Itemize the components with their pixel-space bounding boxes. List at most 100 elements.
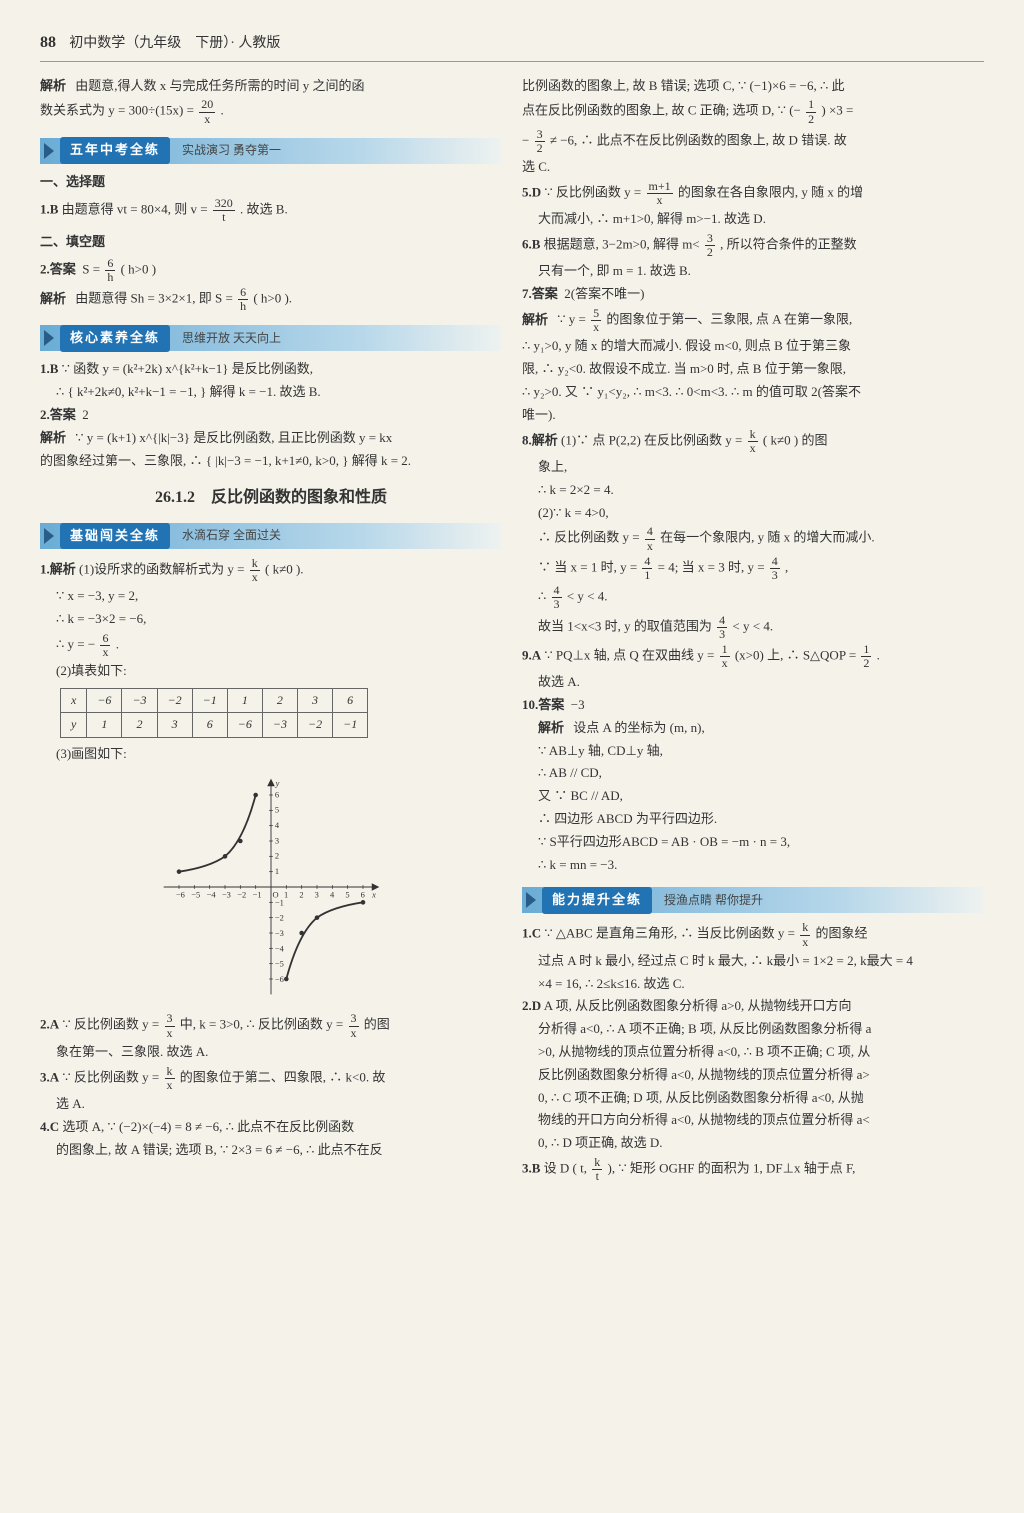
arrow-icon	[44, 330, 54, 346]
text: 设 D ( t,	[544, 1161, 591, 1176]
text: 根据题意, 3−2m>0, 解得 m<	[544, 237, 700, 252]
qnum: 2.答案	[40, 407, 76, 422]
nl-q2-e: 0, ∴ C 项不正确; D 项, 从反比例函数图象分析得 a<0, 从抛	[522, 1088, 984, 1109]
nl-q2-g: 0, ∴ D 项正确, 故选 D.	[522, 1133, 984, 1154]
fraction: 12	[861, 643, 871, 670]
fraction: 1x	[720, 643, 730, 670]
q2-jiexi: 解析 由题意得 Sh = 3×2×1, 即 S = 6h ( h>0 ).	[40, 286, 502, 313]
r-q7-jiexi: 解析 ∵ y = 5x 的图象位于第一、三象限, 点 A 在第一象限,	[522, 307, 984, 334]
r-q5-a: 5.D ∵ 反比例函数 y = m+1x 的图象在各自象限内, y 随 x 的增	[522, 180, 984, 207]
text: A 项, 从反比例函数图象分析得 a>0, 从抛物线开口方向	[544, 998, 852, 1013]
r-q10-b: ∵ AB⊥y 轴, CD⊥y 轴,	[522, 741, 984, 762]
text: 点在反比例函数的图象上, 故 C 正确; 选项 D, ∵ (−	[522, 103, 801, 118]
page-header: 88 初中数学（九年级 下册）· 人教版	[40, 30, 984, 62]
table-row: x −6 −3 −2 −1 1 2 3 6	[61, 689, 368, 713]
svg-text:−5: −5	[275, 959, 284, 969]
r-q4-d: 点在反比例函数的图象上, 故 C 正确; 选项 D, ∵ (− 12 ) ×3 …	[522, 98, 984, 125]
qnum: 3.B	[522, 1161, 540, 1176]
text: 设点 A 的坐标为 (m, n),	[573, 720, 704, 735]
qnum: 3.A	[40, 1069, 59, 1084]
svg-text:−3: −3	[275, 928, 284, 938]
r-q8-c: ∴ k = 2×2 = 4.	[522, 480, 984, 501]
text: ∵ 反比例函数 y =	[62, 1017, 159, 1032]
r-q10-jiexi: 解析 设点 A 的坐标为 (m, n),	[522, 718, 984, 739]
cell: 1	[227, 689, 262, 713]
fraction: 43	[770, 555, 780, 582]
r-q4-f: 选 C.	[522, 157, 984, 178]
qnum: 10.答案	[522, 697, 564, 712]
cell: −3	[122, 689, 157, 713]
svg-text:y: y	[275, 778, 280, 788]
svg-text:−5: −5	[191, 890, 200, 900]
text: , 所以符合条件的正整数	[720, 237, 857, 252]
hx-q2-jiexi-a: 解析 ∵ y = (k+1) x^{|k|−3} 是反比例函数, 且正比例函数 …	[40, 428, 502, 449]
nl-q2-d: 反比例函数图象分析得 a<0, 从抛物线的顶点位置分析得 a>	[522, 1065, 984, 1086]
r-q9-c: 故选 A.	[522, 672, 984, 693]
jc-q2: 2.A ∵ 反比例函数 y = 3x 中, k = 3>0, ∴ 反比例函数 y…	[40, 1012, 502, 1039]
jc-q3: 3.A ∵ 反比例函数 y = kx 的图象位于第二、四象限, ∴ k<0. 故	[40, 1065, 502, 1092]
fraction: 6h	[105, 257, 115, 284]
text: ( k≠0 ) 的图	[763, 432, 828, 447]
nl-q3: 3.B 设 D ( t, kt ), ∵ 矩形 OGHF 的面积为 1, DF⊥…	[522, 1156, 984, 1183]
fraction: 3x	[349, 1012, 359, 1039]
cell: 1	[87, 713, 122, 737]
text: ∵ PQ⊥x 轴, 点 Q 在双曲线 y =	[544, 648, 714, 663]
fraction: 6h	[238, 286, 248, 313]
fraction: 5x	[591, 307, 601, 334]
cell: −1	[333, 713, 368, 737]
nl-q2-b: 分析得 a<0, ∴ A 项不正确; B 项, 从反比例函数图象分析得 a	[522, 1019, 984, 1040]
fraction: kt	[592, 1156, 602, 1183]
cell: 6	[192, 713, 227, 737]
subsection-fill: 二、填空题	[40, 232, 502, 253]
svg-text:−2: −2	[275, 913, 284, 923]
cell: 2	[262, 689, 297, 713]
jc-q1-e: (2)填表如下:	[40, 661, 502, 682]
text: . 故选 B.	[240, 201, 288, 216]
label-jiexi: 解析	[40, 430, 66, 445]
text: ∴ 反比例函数 y =	[538, 530, 640, 545]
nl-q1-a: 1.C ∵ △ABC 是直角三角形, ∴ 当反比例函数 y = kx 的图象经	[522, 921, 984, 948]
section-subtitle: 授渔点睛 帮你提升	[664, 891, 763, 910]
r-q10: 10.答案 −3	[522, 695, 984, 716]
fraction: 12	[806, 98, 816, 125]
hx-q2-jiexi-b: 的图象经过第一、三象限, ∴ { |k|−3 = −1, k+1≠0, k>0,…	[40, 451, 502, 472]
text: ( h>0 ).	[253, 291, 292, 306]
label-jiexi: 解析	[40, 78, 66, 93]
q2: 2.答案 S = 6h ( h>0 )	[40, 257, 502, 284]
svg-text:3: 3	[275, 836, 279, 846]
section-bar-hexin: 核心素养全练 思维开放 天天向上	[40, 325, 502, 351]
text: ∵ 当 x = 1 时, y =	[538, 559, 637, 574]
r-q10-g: ∴ k = mn = −3.	[522, 855, 984, 876]
qnum: 8.解析	[522, 432, 558, 447]
qnum: 1.解析	[40, 562, 76, 577]
text: 由题意得 vt = 80×4, 则 v =	[62, 201, 208, 216]
text: 由题意,得人数 x 与完成任务所需的时间 y 之间的函	[75, 78, 364, 93]
svg-text:5: 5	[275, 805, 279, 815]
r-q7-e: 唯一).	[522, 405, 984, 426]
text: 的图象位于第一、三象限, 点 A 在第一象限,	[606, 312, 852, 327]
qnum: 2.A	[40, 1017, 59, 1032]
text: ∴ y = −	[56, 637, 95, 652]
r-q8-d: (2)∵ k = 4>0,	[522, 503, 984, 524]
r-q10-d: 又 ∵ BC // AD,	[522, 786, 984, 807]
r-q8-h: 故当 1<x<3 时, y 的取值范围为 43 < y < 4.	[522, 614, 984, 641]
svg-text:6: 6	[361, 890, 365, 900]
fraction: 3x	[165, 1012, 175, 1039]
cell: −6	[87, 689, 122, 713]
intro-line-1: 解析 由题意,得人数 x 与完成任务所需的时间 y 之间的函	[40, 76, 502, 97]
xy-table: x −6 −3 −2 −1 1 2 3 6 y 1 2 3 6 −6	[60, 688, 368, 737]
arrow-icon	[526, 892, 536, 908]
r-q8-b: 象上,	[522, 457, 984, 478]
svg-text:x: x	[371, 890, 376, 900]
svg-text:−2: −2	[237, 890, 246, 900]
nl-q2-a: 2.D A 项, 从反比例函数图象分析得 a>0, 从抛物线开口方向	[522, 996, 984, 1017]
page-number: 88	[40, 34, 56, 51]
intro-line-2: 数关系式为 y = 300÷(15x) = 20x .	[40, 98, 502, 125]
svg-text:−3: −3	[222, 890, 231, 900]
text: ∵ △ABC 是直角三角形, ∴ 当反比例函数 y =	[544, 926, 795, 941]
r-q5-c: 大而减小, ∴ m+1>0, 解得 m>−1. 故选 D.	[522, 209, 984, 230]
text: ) ×3 =	[821, 103, 853, 118]
qnum: 6.B	[522, 237, 540, 252]
svg-text:5: 5	[345, 890, 349, 900]
fraction: kx	[250, 557, 260, 584]
